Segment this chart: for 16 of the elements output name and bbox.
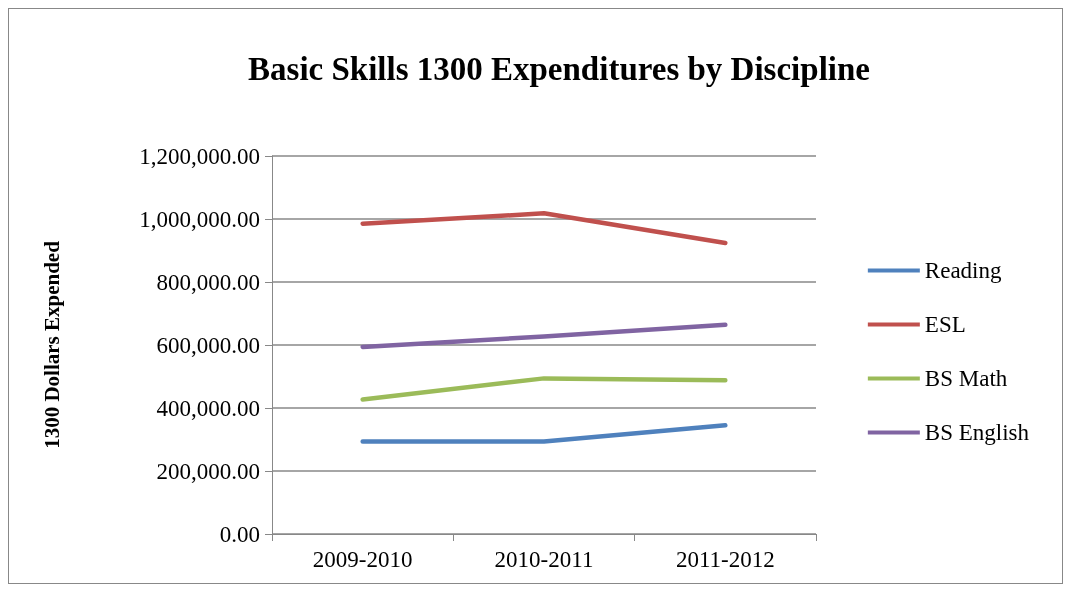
y-tick-label: 1,200,000.00 — [139, 143, 260, 169]
legend-label: BS Math — [924, 366, 1008, 391]
x-tick-label: 2010-2011 — [494, 547, 594, 572]
x-tick-label: 2009-2010 — [312, 547, 413, 572]
x-tick-label: 2011-2012 — [675, 547, 775, 572]
y-tick-label: 600,000.00 — [156, 332, 260, 358]
legend-label: BS English — [924, 420, 1030, 445]
y-tick-label: 1,000,000.00 — [139, 206, 260, 232]
y-tick-label: 400,000.00 — [156, 395, 260, 421]
chart-title: Basic Skills 1300 Expenditures by Discipline — [248, 50, 870, 87]
legend-label: ESL — [924, 312, 966, 337]
y-tick-label: 0.00 — [219, 521, 260, 547]
legend-label: Reading — [924, 258, 1002, 283]
y-tick-label: 200,000.00 — [156, 458, 260, 484]
y-axis-title: 1300 Dollars Expended — [39, 240, 64, 449]
y-tick-label: 800,000.00 — [156, 269, 260, 295]
